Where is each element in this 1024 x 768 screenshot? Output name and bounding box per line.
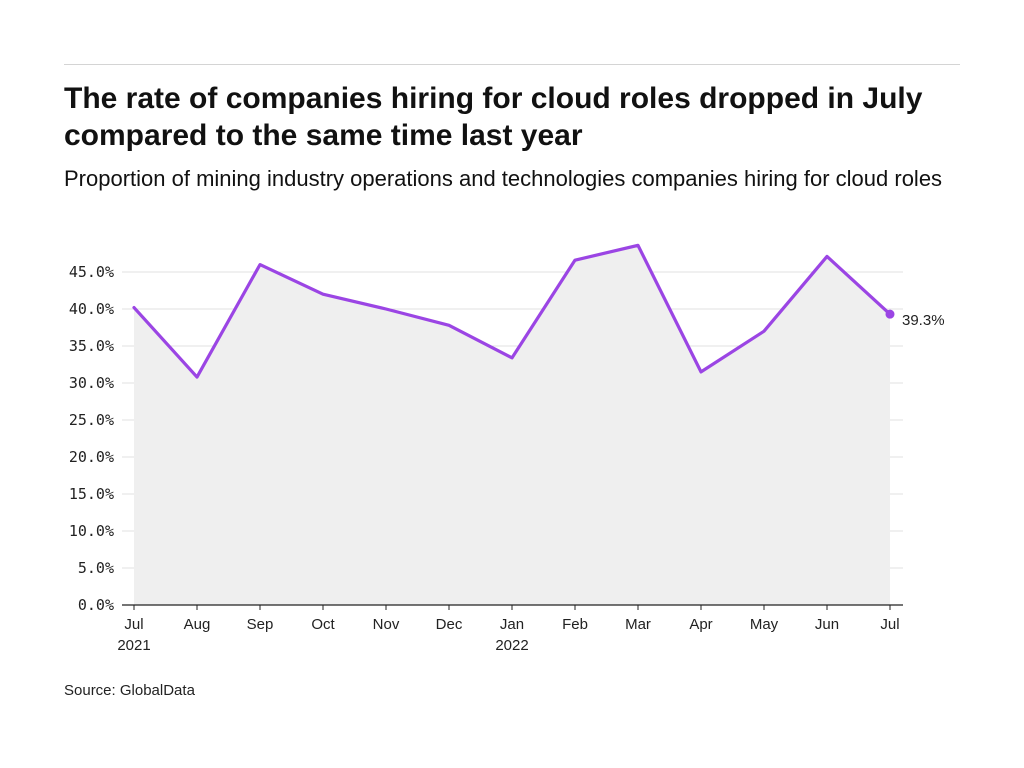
series-line xyxy=(132,243,892,379)
x-tick-label: Jun xyxy=(815,616,839,633)
chart-title: The rate of companies hiring for cloud r… xyxy=(64,82,923,152)
x-tick-label: Oct xyxy=(311,616,335,633)
x-tick-label: Jan xyxy=(500,616,524,633)
x-tick-label: Aug xyxy=(184,616,211,633)
y-tick-label: 30.0% xyxy=(69,374,114,392)
x-tick-labels: Jul 2021 Aug Sep Oct Nov Dec Jan 2022 Feb Mar Apr Ma… xyxy=(117,616,899,654)
x-tick-label: Dec xyxy=(436,616,463,633)
y-tick-label: 25.0% xyxy=(69,411,114,429)
x-tick-label: Feb xyxy=(562,616,588,633)
x-year-label: 2022 xyxy=(495,637,528,654)
x-tick-label: Sep xyxy=(247,616,274,633)
line-layer xyxy=(132,243,892,379)
area-layer xyxy=(134,245,890,606)
x-tick-label: Apr xyxy=(689,616,712,633)
y-tick-label: 10.0% xyxy=(69,522,114,540)
y-tick-label: 40.0% xyxy=(69,300,114,318)
y-tick-label: 0.0% xyxy=(78,596,114,614)
x-tick-label: Jul xyxy=(880,616,899,633)
y-tick-label: 35.0% xyxy=(69,337,114,355)
x-year-label: 2021 xyxy=(117,637,150,654)
area-fill xyxy=(134,245,890,606)
source-note: Source: GlobalData xyxy=(64,682,195,699)
y-tick-label: 45.0% xyxy=(69,263,114,281)
x-tick-label: May xyxy=(750,616,779,633)
x-tick-label: Nov xyxy=(373,616,400,633)
y-tick-label: 15.0% xyxy=(69,485,114,503)
y-tick-label: 5.0% xyxy=(78,559,114,577)
x-tick-label: Jul xyxy=(124,616,143,633)
y-tick-label: 20.0% xyxy=(69,448,114,466)
chart-subtitle: Proportion of mining industry operations… xyxy=(64,166,943,191)
end-marker-group: 39.3% xyxy=(885,309,945,329)
end-value-label: 39.3% xyxy=(902,312,945,329)
y-tick-labels: 0.0% 5.0% 10.0% 15.0% 20.0% 25.0% 30.0% 35.0% 40… xyxy=(69,263,114,614)
axis-layer xyxy=(122,604,903,610)
top-divider xyxy=(64,64,960,65)
x-tick-label: Mar xyxy=(625,616,651,633)
end-point-marker xyxy=(885,309,895,319)
